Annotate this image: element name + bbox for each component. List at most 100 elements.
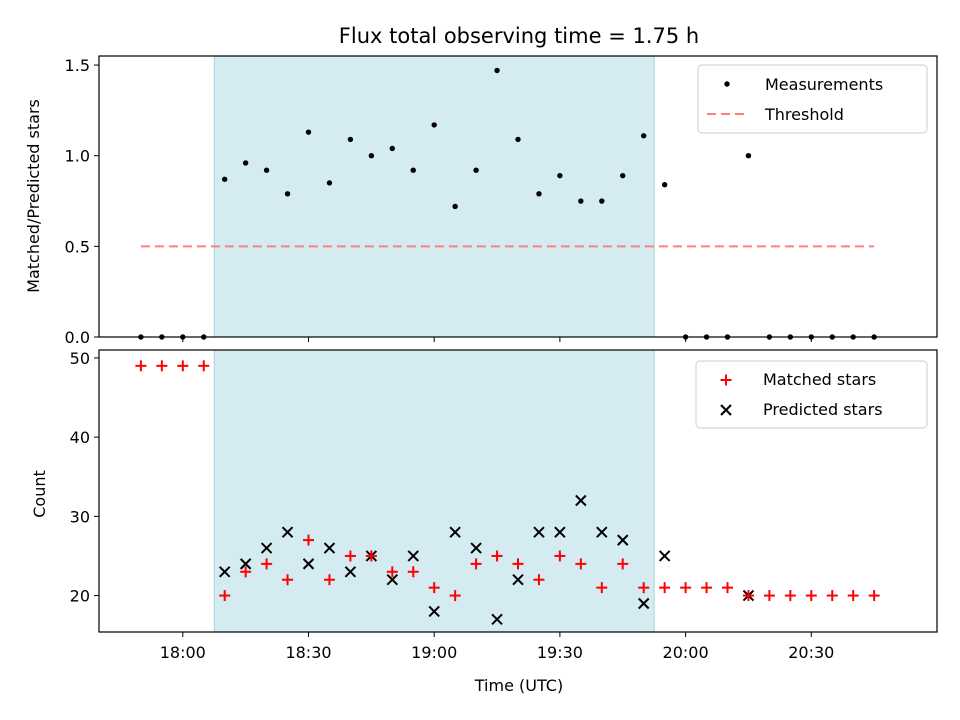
matched-star-point: [617, 558, 629, 570]
measurement-point: [305, 129, 312, 135]
predicted-star-point: [281, 526, 294, 538]
bottom-marks: [135, 360, 880, 626]
predicted-star-point: [428, 605, 440, 618]
x-tick-label: 20:00: [663, 643, 709, 662]
matched-star-point: [449, 590, 461, 602]
matched-star-point: [344, 550, 356, 562]
top-y-tick-label: 0.0: [65, 328, 90, 347]
matched-star-point: [596, 582, 608, 594]
matched-star-point: [156, 360, 168, 372]
matched-star-point: [575, 558, 587, 570]
top-marks: [138, 67, 877, 340]
top-axes-frame: [98, 55, 938, 338]
measurement-point: [284, 191, 291, 197]
top-observing-window: [214, 56, 655, 337]
matched-star-point: [868, 590, 880, 602]
x-tick-label: 20:30: [788, 643, 834, 662]
legend-measurements-marker: [724, 81, 730, 87]
legend-predicted-cross: [720, 404, 732, 416]
matched-star-point: [470, 558, 482, 570]
matched-star-point: [533, 574, 545, 586]
legend-matched-marker: [720, 374, 732, 386]
predicted-star-point: [302, 558, 315, 570]
measurement-point: [745, 153, 752, 159]
measurement-point: [431, 122, 437, 128]
top-x-ticks: [182, 337, 812, 342]
predicted-star-point: [617, 534, 629, 546]
top-y-axis-label: Matched/Predicted stars: [24, 99, 43, 293]
matched-star-point: [784, 590, 796, 602]
matched-star-point: [365, 550, 377, 562]
matched-star-point: [763, 590, 775, 602]
measurement-point: [557, 172, 563, 179]
predicted-star-point: [637, 597, 650, 610]
x-axis-label: Time (UTC): [474, 676, 563, 695]
top-legend-box: [697, 64, 928, 134]
measurement-point: [620, 172, 626, 179]
matched-star-point: [742, 590, 754, 602]
top-y-ticks: 0.0 0.5 1.0 1.5: [65, 56, 99, 347]
matched-star-point: [512, 558, 524, 570]
predicted-star-point: [239, 558, 252, 570]
matched-star-point: [554, 550, 566, 562]
legend-matched-plus: [720, 374, 732, 386]
matched-star-point: [826, 590, 838, 602]
measurement-point: [494, 67, 500, 74]
matched-star-point: [659, 582, 671, 594]
bottom-y-axis-label: Count: [30, 470, 49, 518]
predicted-star-point: [596, 526, 608, 538]
matched-star-point: [386, 566, 398, 578]
matched-star-point: [240, 566, 252, 578]
predicted-star-point: [470, 542, 482, 554]
bottom-y-tick-label: 50: [70, 349, 90, 368]
measurement-point: [661, 182, 668, 188]
measurement-point: [599, 198, 605, 204]
matched-star-point: [303, 534, 314, 546]
predicted-star-point: [386, 574, 399, 586]
bottom-x-ticks: 18:00 18:30 19:00 19:30 20:00 20:30: [160, 632, 834, 662]
x-tick-label: 18:00: [160, 643, 206, 662]
matched-star-point: [701, 582, 713, 594]
measurement-point: [641, 133, 647, 139]
matched-star-point: [261, 558, 273, 570]
top-y-tick-label: 1.5: [65, 56, 90, 75]
predicted-star-point: [491, 613, 503, 626]
measurement-point: [326, 180, 333, 186]
matched-star-point: [847, 590, 859, 602]
predicted-star-point: [575, 494, 587, 507]
top-legend: Measurements Threshold: [697, 64, 928, 134]
predicted-star-point: [533, 526, 545, 538]
bottom-legend-box: [695, 360, 928, 429]
matched-star-point: [135, 360, 147, 372]
bottom-y-tick-label: 40: [70, 428, 90, 447]
bottom-axes-frame: [98, 349, 938, 633]
measurement-point: [578, 198, 584, 204]
legend-measurements-label: Measurements: [765, 75, 883, 94]
predicted-star-point: [218, 566, 231, 578]
measurement-point: [515, 136, 521, 143]
top-y-tick-label: 1.0: [65, 147, 90, 166]
bottom-y-tick-label: 30: [70, 507, 90, 526]
measurement-point: [389, 145, 395, 152]
measurement-point: [473, 167, 479, 173]
top-y-tick-label: 0.5: [65, 237, 90, 256]
legend-predicted-marker: [720, 404, 732, 416]
matched-star-point: [407, 566, 419, 578]
bottom-legend: Matched stars Predicted stars: [695, 360, 928, 429]
matched-star-point: [722, 582, 733, 594]
measurement-point: [536, 191, 542, 197]
predicted-star-point: [344, 566, 357, 578]
matched-star-point: [805, 590, 817, 602]
bottom-y-tick-label: 20: [70, 587, 90, 606]
measurement-point: [263, 167, 270, 173]
matched-star-point: [198, 360, 210, 372]
legend-matched-label: Matched stars: [763, 370, 876, 389]
matched-star-point: [491, 550, 503, 562]
measurement-point: [242, 160, 249, 166]
predicted-star-point: [658, 550, 671, 562]
matched-star-point: [219, 590, 231, 602]
predicted-star-point: [323, 542, 336, 554]
predicted-star-point: [554, 526, 566, 538]
measurement-point: [368, 153, 375, 159]
